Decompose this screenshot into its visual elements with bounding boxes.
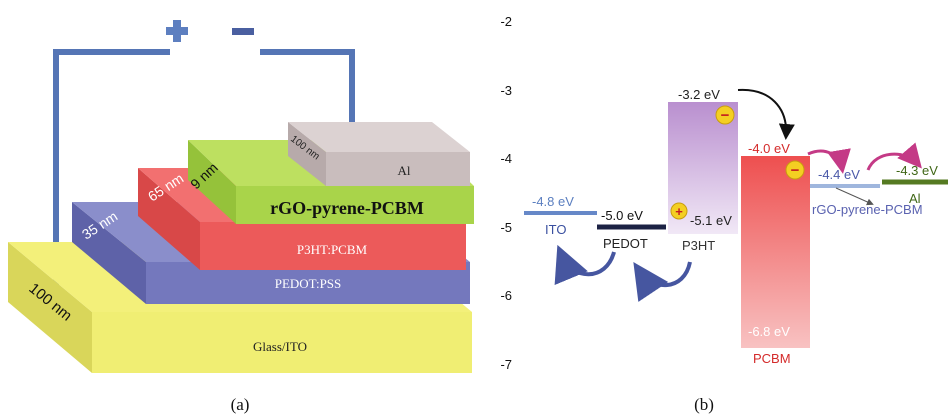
y-tick-label: -6 — [500, 288, 512, 303]
rgo-name: rGO-pyrene-PCBM — [812, 202, 923, 217]
rgo-level-value: -4.4 eV — [818, 167, 860, 182]
y-tick-label: -2 — [500, 14, 512, 29]
layer-al: Al 100 nm — [288, 122, 470, 186]
electron-arrow-rgo-al — [866, 142, 922, 171]
pedot-level-value: -5.0 eV — [601, 208, 643, 223]
layer-glass-ito-label: Glass/ITO — [253, 339, 307, 354]
y-tick-label: -3 — [500, 83, 512, 98]
caption-a: (a) — [231, 395, 250, 414]
panel-b-energy-diagram: -2 -3 -4 -5 -6 -7 -4.8 eV -5.0 eV -3.2 e… — [500, 14, 948, 414]
al-level-value: -4.3 eV — [896, 163, 938, 178]
minus-sign — [232, 28, 254, 35]
layer-pedot-pss-label: PEDOT:PSS — [275, 276, 342, 291]
electron-arrow-pcbm-rgo — [807, 148, 851, 174]
pedot-name: PEDOT — [603, 236, 648, 251]
svg-text:−: − — [791, 162, 800, 179]
ito-level-value: -4.8 eV — [532, 194, 574, 209]
electron-in-pcbm: − — [785, 160, 805, 180]
plus-sign — [166, 20, 188, 42]
y-tick-label: -5 — [500, 220, 512, 235]
pcbm-lumo-value: -4.0 eV — [748, 141, 790, 156]
ito-name: ITO — [545, 222, 566, 237]
caption-b: (b) — [694, 395, 714, 414]
p3ht-lumo-value: -3.2 eV — [678, 87, 720, 102]
y-tick-label: -7 — [500, 357, 512, 372]
p3ht-name: P3HT — [682, 238, 715, 253]
svg-text:−: − — [721, 107, 730, 124]
hole-in-p3ht: + — [670, 202, 688, 220]
anode-wire — [53, 49, 170, 302]
hole-arrow-pedot-ito — [554, 244, 616, 286]
hole-arrow-p3ht-pedot — [633, 261, 692, 302]
rgo-pointer-arrow — [835, 187, 874, 206]
electron-in-p3ht: − — [715, 105, 735, 125]
pcbm-name: PCBM — [753, 351, 791, 366]
panel-a-device-stack: Glass/ITO 100 nm PEDOT:PSS 35 nm P3HT:PC… — [8, 20, 474, 414]
layer-al-label: Al — [398, 163, 411, 178]
cathode-wire — [260, 49, 355, 130]
svg-text:+: + — [675, 204, 683, 219]
al-name: Al — [909, 191, 921, 206]
electron-arrow-p3ht-pcbm — [737, 88, 795, 140]
y-tick-label: -4 — [500, 151, 512, 166]
layer-p3ht-pcbm-label: P3HT:PCBM — [297, 242, 368, 257]
pcbm-band — [741, 156, 810, 348]
layer-rgo-pyrene-pcbm-label: rGO-pyrene-PCBM — [270, 198, 424, 218]
p3ht-homo-value: -5.1 eV — [690, 213, 732, 228]
pcbm-homo-value: -6.8 eV — [748, 324, 790, 339]
